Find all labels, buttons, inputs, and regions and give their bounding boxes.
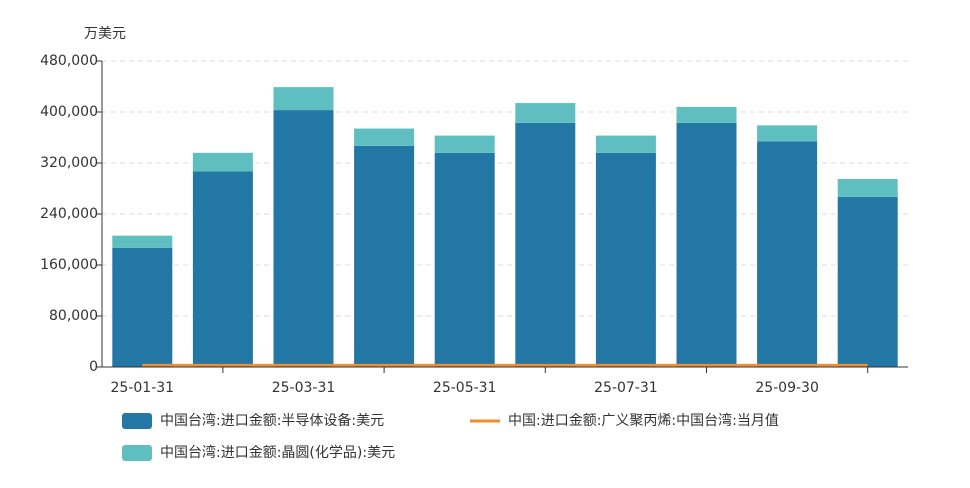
bar	[837, 178, 898, 197]
x-tick-label: 25-03-31	[272, 380, 336, 396]
y-tick-label: 160,000	[40, 257, 98, 273]
legend-label: 中国台湾:进口金额:晶圆(化学品):美元	[160, 444, 395, 461]
x-tick-label: 25-01-31	[111, 380, 175, 396]
bar	[595, 152, 656, 367]
bar	[676, 106, 737, 123]
bar	[273, 87, 334, 111]
bar	[515, 103, 576, 123]
x-tick-label: 25-07-31	[594, 380, 658, 396]
y-tick-label: 240,000	[40, 206, 98, 222]
bar	[192, 171, 253, 367]
bar	[515, 122, 576, 368]
bar	[757, 141, 818, 367]
bar	[595, 135, 656, 153]
bar	[757, 125, 818, 142]
bar	[434, 135, 495, 153]
y-axis-unit: 万美元	[84, 26, 126, 42]
legend-label: 中国:进口金额:广义聚丙烯:中国台湾:当月值	[508, 412, 779, 429]
bar	[273, 110, 334, 368]
y-tick-label: 320,000	[40, 155, 98, 171]
bar	[676, 122, 737, 368]
bar	[192, 152, 253, 172]
legend-label: 中国台湾:进口金额:半导体设备:美元	[160, 412, 384, 429]
bar	[434, 152, 495, 367]
legend-swatch	[122, 413, 152, 429]
bar	[354, 128, 415, 146]
bar	[354, 145, 415, 367]
y-tick-label: 80,000	[49, 308, 98, 324]
x-tick-label: 25-09-30	[755, 380, 819, 396]
bar	[112, 247, 173, 367]
legend-swatch	[122, 445, 152, 461]
y-tick-label: 400,000	[40, 104, 98, 120]
y-tick-label: 480,000	[40, 53, 98, 69]
y-tick-label: 0	[89, 359, 98, 375]
bar	[837, 196, 898, 367]
bar	[112, 235, 173, 248]
x-tick-label: 25-05-31	[433, 380, 497, 396]
